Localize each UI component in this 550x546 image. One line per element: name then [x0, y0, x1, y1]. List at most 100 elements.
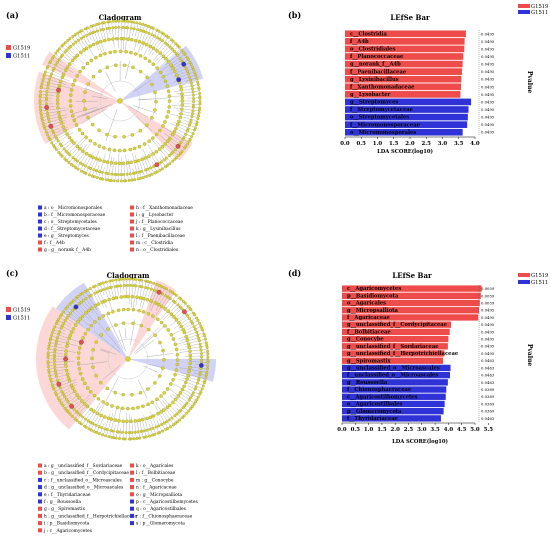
taxon-node [57, 332, 61, 336]
clade-branch [118, 21, 120, 49]
taxon-node [49, 379, 53, 383]
taxon-node [71, 83, 75, 87]
panel-a-title: Cladogram [99, 13, 142, 22]
taxon-node [167, 35, 170, 39]
taxon-node [96, 290, 100, 294]
bar [345, 121, 468, 128]
legend-label-g1519: G1519 [531, 4, 548, 10]
taxon-node [133, 38, 138, 43]
biomarker-node [79, 339, 84, 345]
taxon-node [45, 93, 49, 97]
cladogram-a [33, 19, 204, 183]
taxon-node [62, 147, 66, 151]
key-swatch [130, 492, 134, 497]
taxon-node [97, 128, 101, 132]
taxon-node [117, 148, 122, 153]
taxon-node [107, 147, 112, 152]
taxon-node [38, 105, 42, 109]
taxon-node [184, 132, 188, 136]
taxon-node [167, 105, 171, 109]
clade-branch [154, 43, 177, 66]
taxon-node [74, 123, 79, 127]
taxon-node [73, 78, 77, 83]
key-swatch [130, 212, 134, 217]
biomarker-node [182, 309, 187, 315]
taxon-node [191, 132, 195, 135]
taxon-node [39, 113, 43, 117]
pvalue-label: 0.0059 [481, 293, 495, 298]
taxon-node [39, 111, 43, 115]
clade-branch [135, 279, 140, 307]
key-swatch [38, 492, 42, 497]
taxon-node [184, 380, 188, 385]
bar [342, 393, 446, 400]
taxon-node [55, 101, 60, 106]
pvalue-label: 0.0463 [481, 373, 495, 378]
taxon-node [57, 47, 61, 51]
taxon-node [76, 167, 80, 171]
taxon-node [163, 120, 167, 124]
taxon-node [180, 92, 184, 96]
taxon-node [180, 103, 184, 107]
taxon-node [206, 349, 210, 353]
clade-branch [148, 33, 164, 56]
taxon-node [86, 419, 90, 423]
clade-branch [66, 139, 86, 161]
taxon-node [82, 402, 87, 406]
taxon-node [50, 383, 54, 387]
taxon-node [150, 172, 154, 176]
taxon-node [130, 295, 135, 299]
clade-branch [103, 282, 113, 312]
taxon-node [114, 161, 118, 165]
taxon-node [187, 124, 191, 127]
key-swatch [38, 205, 42, 210]
clade-branch [160, 297, 180, 320]
taxon-node [172, 315, 176, 319]
taxon-node [93, 304, 98, 308]
taxon-node [150, 33, 154, 37]
clade-branch [124, 327, 127, 339]
x-tick-label: 5.0 [470, 427, 480, 433]
clade-branch [84, 88, 103, 95]
taxon-node [190, 405, 194, 409]
taxon-node [58, 142, 62, 146]
taxon-node [172, 292, 176, 296]
key-swatch [130, 226, 134, 231]
key-label: e : f__Thyridariaceae [44, 493, 91, 498]
clade-branch [159, 37, 169, 50]
clade-branch [59, 48, 74, 62]
taxon-node [88, 153, 92, 158]
taxon-node [198, 108, 201, 112]
clade-branch [84, 402, 101, 427]
clade-branch [149, 285, 160, 308]
clade-branch [108, 156, 112, 181]
taxon-node [122, 135, 126, 139]
taxon-node [74, 40, 78, 44]
taxon-node [125, 419, 129, 424]
taxon-node [175, 362, 180, 367]
pvalue-label: 0.0495 [481, 39, 495, 44]
clade-branch [111, 157, 115, 181]
biomarker-node [154, 162, 160, 168]
taxon-node [151, 152, 155, 156]
taxon-node [194, 123, 198, 127]
taxon-node [71, 386, 75, 390]
panel-b-label: (b) [288, 10, 301, 20]
taxon-node [191, 87, 195, 91]
taxon-node [108, 20, 112, 24]
clade-branch [91, 25, 103, 55]
taxon-node [81, 149, 85, 153]
clade-branch [136, 116, 153, 132]
taxon-node [92, 430, 96, 433]
clade-branch [51, 59, 74, 73]
taxon-node [70, 138, 74, 143]
x-tick-label: 3.5 [430, 427, 440, 433]
legend-swatch-g1519 [6, 45, 11, 50]
taxon-node [81, 415, 85, 419]
clade-branch [44, 74, 67, 83]
taxon-node [144, 42, 149, 47]
clade-branch [104, 151, 111, 180]
clade-branch [96, 285, 107, 309]
clade-branch [128, 414, 130, 439]
taxon-node [155, 66, 159, 70]
